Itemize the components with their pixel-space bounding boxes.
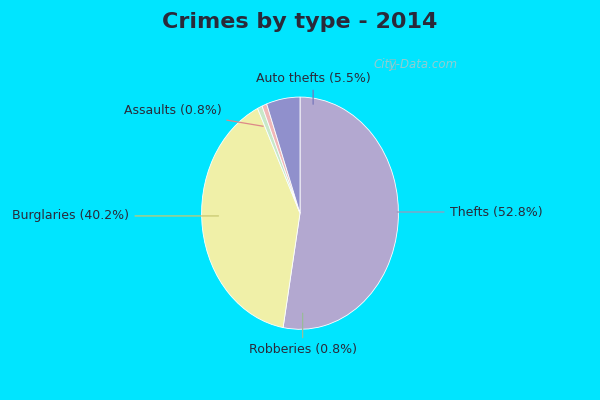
- Text: Crimes by type - 2014: Crimes by type - 2014: [163, 12, 437, 32]
- Wedge shape: [283, 97, 398, 329]
- Wedge shape: [202, 108, 300, 328]
- Text: City-Data.com: City-Data.com: [373, 58, 457, 71]
- Wedge shape: [267, 97, 300, 213]
- Text: Thefts (52.8%): Thefts (52.8%): [397, 206, 542, 218]
- Wedge shape: [257, 106, 300, 213]
- Text: ⓘ: ⓘ: [389, 58, 396, 71]
- Text: Robberies (0.8%): Robberies (0.8%): [248, 313, 356, 356]
- Text: Assaults (0.8%): Assaults (0.8%): [124, 104, 263, 126]
- Text: Auto thefts (5.5%): Auto thefts (5.5%): [256, 72, 370, 104]
- Wedge shape: [262, 104, 300, 213]
- Text: Burglaries (40.2%): Burglaries (40.2%): [13, 210, 218, 222]
